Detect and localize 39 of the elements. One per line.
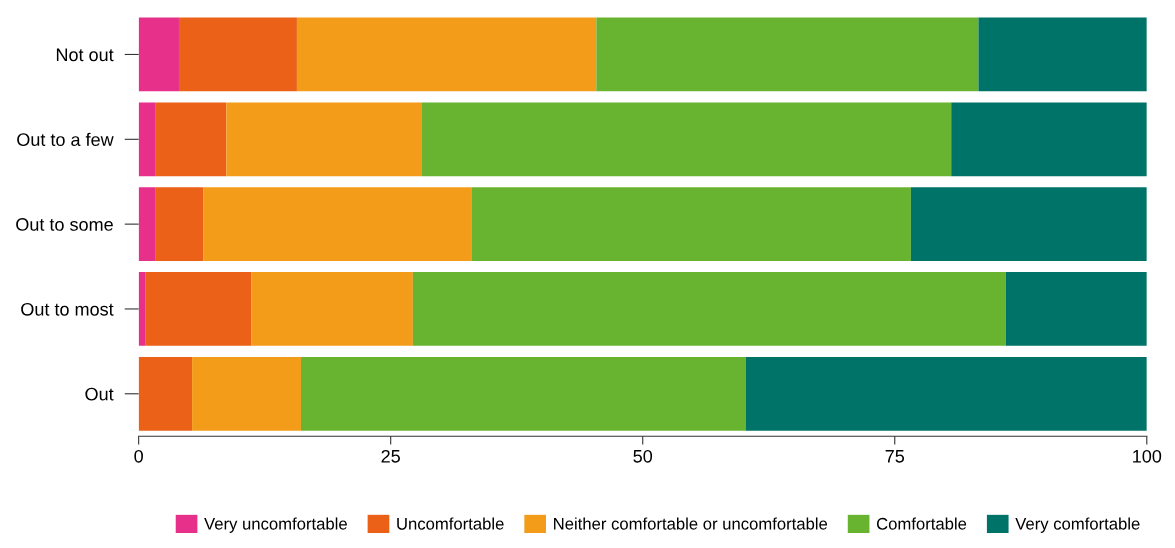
y-tick-label: Out [85,387,114,401]
bar [155,187,204,262]
x-tick-label: 0 [134,449,143,463]
bar [596,17,979,92]
bar [951,102,1147,177]
y-tick-label: Out to most [21,302,114,316]
bar [138,356,193,431]
bar [138,102,156,177]
bar [138,17,179,92]
bar [203,187,472,262]
x-tick-label: 25 [381,449,400,463]
y-tick-label: Not out [56,48,114,62]
bar [251,272,413,346]
legend-label: Very comfortable [1015,517,1140,533]
bar [745,356,1147,431]
bar [192,356,301,431]
bar [471,187,911,262]
legend-label: Neither comfortable or uncomfortable [554,517,828,530]
bar [300,356,746,431]
bar [296,17,597,92]
bar [138,187,156,262]
bar [1005,272,1147,346]
x-tick-label: 75 [885,450,905,463]
bar [421,102,952,177]
bar [155,102,227,177]
y-tick-label: Out to some [16,218,113,231]
bar [138,272,146,346]
bar [226,102,422,177]
bar [145,272,252,346]
x-tick-label: 100 [1133,449,1162,463]
y-tick-label: Out to a few [17,132,114,147]
legend-label: Very uncomfortable [204,517,347,533]
legend-label: Uncomfortable [397,517,504,530]
bar [178,17,297,92]
x-tick-label: 50 [633,449,653,463]
bar [412,272,1006,346]
bar [910,187,1147,262]
legend-label: Comfortable [876,517,967,530]
bar [978,17,1147,92]
